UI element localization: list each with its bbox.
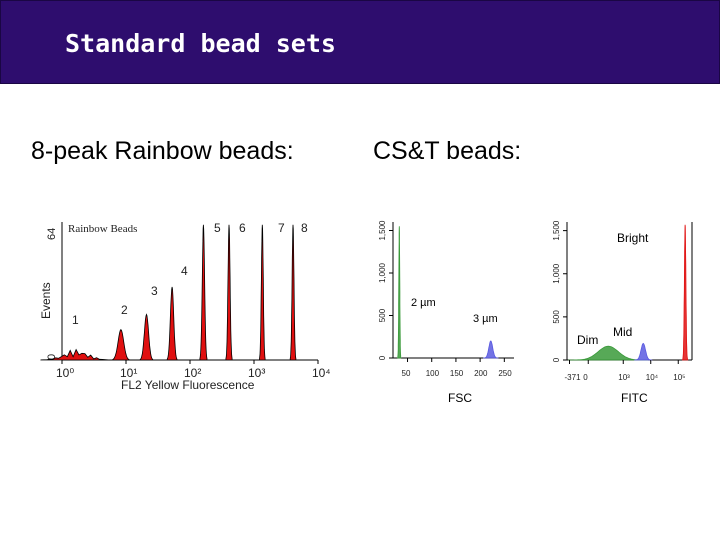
fsc-x-tick-label: 150 [450, 369, 464, 378]
fitc-peak-dim [568, 345, 649, 361]
fsc-peak-label-2um: 2 µm [411, 297, 436, 309]
rainbow-y-zero-label: 0 [46, 354, 58, 360]
rainbow-x-tick-label: 10⁰ [56, 366, 74, 380]
fsc-y-tick-label: 0 [378, 355, 387, 360]
rainbow-x-tick-label: 10² [184, 366, 201, 380]
fitc-x-tick-label: 10⁴ [646, 373, 659, 382]
cst-heading: CS&T beads: [373, 137, 522, 165]
fitc-label-bright: Bright [617, 231, 649, 245]
fsc-peak-0 [397, 226, 402, 359]
rainbow-heading: 8-peak Rainbow beads: [31, 137, 294, 165]
rainbow-peak-4 [166, 286, 178, 361]
fitc-x-axis-label: FITC [621, 391, 648, 405]
fsc-y-tick-label: 500 [378, 308, 387, 322]
rainbow-y-max-label: 64 [46, 228, 58, 240]
fsc-x-axis-label: FSC [448, 391, 472, 405]
fsc-x-tick-label: 250 [498, 369, 512, 378]
rainbow-peak-label-5: 5 [214, 221, 221, 235]
fitc-y-tick-label: 0 [552, 357, 561, 362]
rainbow-peak-label-1: 1 [72, 313, 79, 327]
rainbow-peak-7 [259, 224, 266, 361]
fsc-x-tick-label: 200 [474, 369, 488, 378]
rainbow-x-tick-label: 10³ [248, 366, 265, 380]
fsc-peak-1 [483, 340, 499, 359]
fsc-y-tick-label: 1,500 [378, 220, 387, 241]
title-bar: Standard bead sets [0, 0, 720, 84]
rainbow-peak-8 [289, 224, 297, 361]
fitc-y-tick-label: 1,500 [552, 220, 561, 241]
rainbow-y-axis-label: Events [39, 282, 53, 319]
rainbow-peak-label-7: 7 [278, 221, 285, 235]
fitc-label-dim: Dim [577, 333, 598, 347]
rainbow-peak-label-8: 8 [301, 221, 308, 235]
rainbow-peak-2 [111, 328, 130, 361]
fitc-peak-mid [634, 342, 653, 361]
fsc-peak-label-3um: 3 µm [473, 313, 498, 325]
rainbow-peak-1 [40, 348, 112, 361]
fitc-peak-bright [681, 224, 689, 361]
rainbow-peak-label-3: 3 [151, 284, 158, 298]
fsc-y-tick-label: 1,000 [378, 262, 387, 283]
fitc-x-tick-label: -371 [565, 373, 582, 382]
rainbow-x-tick-label: 10⁴ [312, 366, 331, 380]
slide-title: Standard bead sets [65, 29, 336, 58]
fitc-y-tick-label: 1,000 [552, 263, 561, 284]
rainbow-peak-3 [139, 313, 154, 361]
fitc-x-tick-label: 10⁵ [673, 373, 685, 382]
rainbow-peak-label-2: 2 [121, 303, 128, 317]
fsc-x-tick-label: 100 [426, 369, 440, 378]
rainbow-peak-label-6: 6 [239, 221, 246, 235]
rainbow-peak-label-4: 4 [181, 264, 188, 278]
fitc-x-tick-label: 10³ [618, 373, 630, 382]
fitc-x-tick-label: 0 [583, 373, 588, 382]
fsc-x-tick-label: 50 [402, 369, 411, 378]
fitc-label-mid: Mid [613, 325, 632, 339]
rainbow-chart-title: Rainbow Beads [68, 223, 137, 235]
fitc-y-tick-label: 500 [552, 310, 561, 324]
rainbow-peak-5 [199, 224, 208, 361]
rainbow-x-tick-label: 10¹ [120, 366, 137, 380]
rainbow-peak-6 [225, 224, 233, 361]
rainbow-x-axis-label: FL2 Yellow Fluorescence [121, 378, 255, 392]
